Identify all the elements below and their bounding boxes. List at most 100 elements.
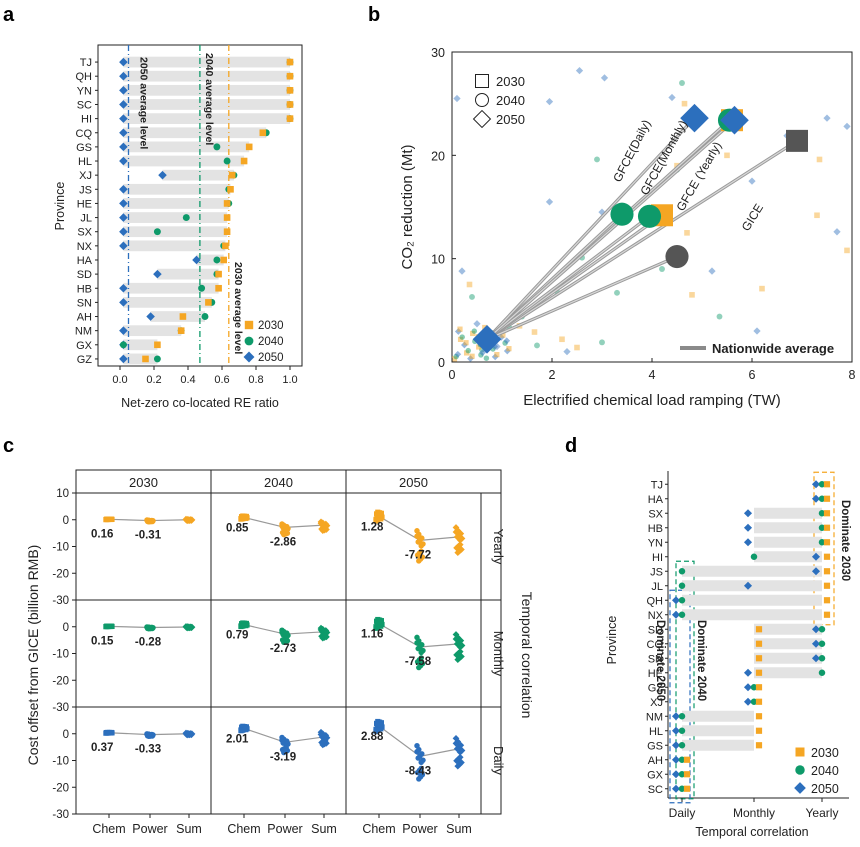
province-tick-label: HA [648,494,664,506]
range-band [754,551,822,563]
small-point-2030 [844,247,850,254]
point-2030 [222,242,229,250]
row-header-Yearly: Yearly [491,529,506,565]
big-marker-2050 [720,105,749,135]
x-tick-label: Power [402,822,437,836]
power-point [419,751,425,757]
small-point-2050 [473,320,481,328]
point-2050 [811,552,821,561]
x-tick-label: Sum [176,822,202,836]
point-2050 [811,654,821,663]
cluster-point-2050 [503,337,511,345]
power-point [283,635,289,642]
column-header-2050: 2050 [399,475,428,490]
x-tick-label: Chem [227,822,260,836]
point-2050 [119,227,128,236]
point-2040 [678,582,686,590]
power-point [416,746,422,753]
small-point-2050 [833,228,841,236]
point-2030 [259,129,267,137]
cluster-point-2040 [483,355,490,361]
chem-point [378,516,384,522]
range-band [196,254,224,266]
chem-mean-label: 0.79 [226,630,248,642]
range-band [754,638,822,650]
province-tick-label: YN [77,85,92,97]
power-point [416,531,422,538]
province-tick-label: CQ [647,639,664,651]
point-2050 [119,326,128,335]
cluster-point-2030 [506,346,512,352]
chem-point [240,516,246,522]
panel-c: 2030 2040 2050 Yearly Monthly Daily 10 0 -10 -20 -… [25,469,535,836]
range-band [123,84,291,96]
point-2050 [119,283,128,293]
small-point-2050 [575,66,584,75]
point-2040 [119,341,127,349]
point-2040 [213,256,221,264]
small-point-2030 [724,152,730,159]
cluster-point-2030 [469,353,475,359]
y-tick-label: -10 [52,542,69,554]
x-tick-label: 0.4 [180,374,195,386]
province-tick-label: TJ [80,57,92,69]
province-tick-label: SD [648,624,663,636]
x-tick-label: 0.6 [214,374,229,386]
dominate-label-2040: Dominate 2040 [695,620,707,701]
panel-label-d: d [565,435,577,457]
point-2050 [743,523,753,532]
province-tick-label: NM [646,711,663,723]
point-2030 [823,481,831,488]
cluster-point-2030 [457,336,464,342]
province-tick-label: TJ [651,479,663,491]
point-2050 [671,741,681,750]
point-2030 [223,228,231,236]
point-2030 [755,742,763,749]
small-point-2030 [759,285,765,292]
point-2030 [240,157,248,165]
row-header-Monthly: Monthly [491,631,506,677]
panel-label-c: c [3,435,14,457]
point-2050 [119,213,128,222]
point-2040 [818,640,826,648]
average-line-core [486,140,798,340]
point-2030 [755,669,763,676]
sum-point [319,730,327,738]
province-tick-label: SC [648,784,663,796]
legend-marker-2040 [244,336,254,346]
power-point [281,628,287,635]
range-band [682,739,754,751]
legend-marker-2030 [244,320,254,330]
point-2050 [743,683,753,692]
dominate-box [813,471,835,626]
point-2030 [755,626,763,633]
small-point-2040 [599,339,605,346]
reference-label-2040: 2040 average level [203,53,215,145]
chem-mean-label: 1.16 [361,629,383,641]
legend-label-2040: 2040 [811,764,839,778]
sum-point [319,519,327,527]
sum-point [321,631,329,639]
point-2030 [823,510,831,517]
province-tick-label: SC [77,99,92,111]
cluster-point-2050 [454,350,462,358]
panel-d: TJ HA SX HB YN HI JS JL QH NX SD CQ SN HE GZ XJ NM HL GS AH… [605,471,851,839]
point-2050 [119,354,128,364]
average-line-core [486,256,678,340]
province-tick-label: NX [648,610,664,622]
province-tick-label: SX [77,227,92,239]
small-point-2050 [753,327,761,335]
province-tick-label: HE [77,198,92,210]
point-2030 [223,200,231,207]
point-2030 [142,355,149,363]
point-2030 [215,284,222,292]
small-point-2040 [659,266,665,272]
power-mean-label: -2.73 [270,643,296,655]
x-tick-label: Chem [362,822,395,836]
legend-line-label: Nationwide average [712,341,834,356]
range-band [754,667,822,679]
legend-marker-2030 [795,747,805,757]
province-tick-label: XJ [650,697,663,709]
x-tick-label: 0 [449,368,456,382]
